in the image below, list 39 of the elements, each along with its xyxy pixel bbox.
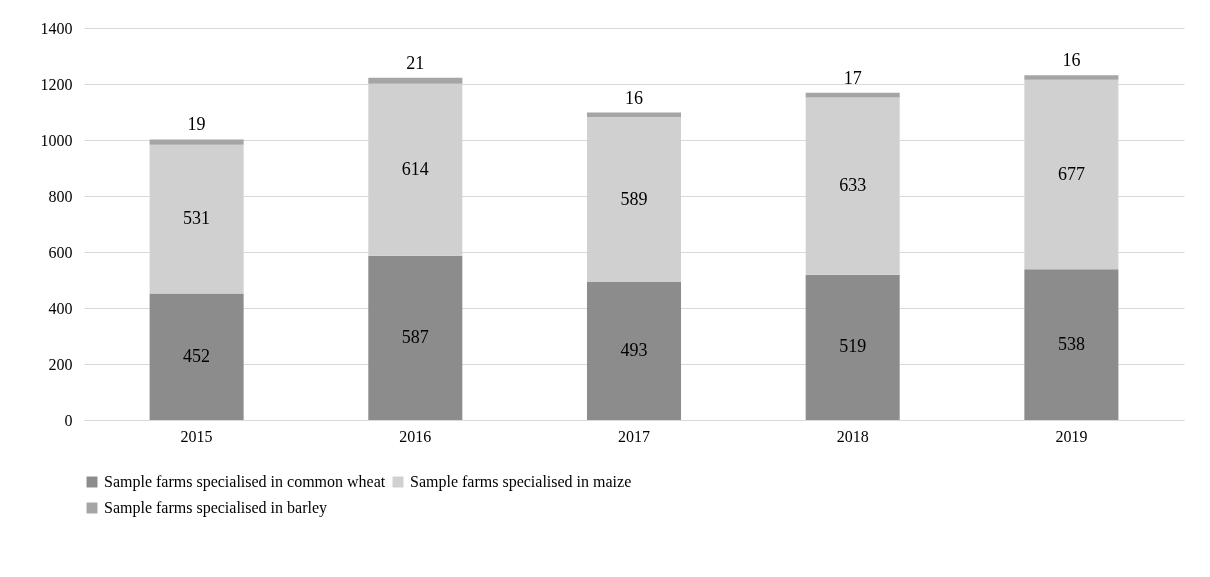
data-label: 493 <box>620 339 648 360</box>
bar <box>368 255 463 420</box>
data-label: 17 <box>843 67 862 88</box>
x-tick-label: 2015 <box>180 427 213 445</box>
y-tick-label: 600 <box>48 243 73 261</box>
x-tick-label: 2018 <box>836 427 869 445</box>
x-tick-label: 2017 <box>618 427 650 445</box>
bar <box>149 293 244 420</box>
data-label: 587 <box>401 326 429 347</box>
data-label: 519 <box>839 336 867 357</box>
legend-label: Sample farms specialised in common wheat <box>104 473 386 491</box>
data-label: 21 <box>406 52 425 73</box>
data-label: 531 <box>183 208 211 229</box>
bar <box>805 274 900 420</box>
y-tick-label: 200 <box>48 355 73 373</box>
x-tick-label: 2019 <box>1055 427 1088 445</box>
data-label: 16 <box>1062 50 1081 71</box>
bar <box>1024 75 1119 80</box>
bar <box>1024 269 1119 420</box>
y-tick-label: 0 <box>64 411 73 429</box>
legend-label: Sample farms specialised in maize <box>410 473 632 491</box>
bar <box>368 77 463 84</box>
y-tick-label: 800 <box>48 187 73 205</box>
data-label: 16 <box>625 87 643 108</box>
y-tick-label: 1400 <box>40 19 73 37</box>
y-tick-label: 1200 <box>40 75 73 93</box>
data-label: 452 <box>183 345 211 366</box>
legend-label: Sample farms specialised in barley <box>104 499 328 517</box>
data-label: 538 <box>1057 333 1085 354</box>
bar <box>586 281 682 420</box>
y-tick-label: 1000 <box>40 131 73 149</box>
data-label: 633 <box>839 175 867 196</box>
y-tick-label: 400 <box>48 299 73 317</box>
data-label: 589 <box>620 188 648 209</box>
data-label: 677 <box>1057 163 1085 184</box>
bar <box>149 139 244 145</box>
x-tick-label: 2016 <box>399 427 432 445</box>
data-label: 614 <box>401 158 429 179</box>
data-label: 19 <box>187 114 206 135</box>
